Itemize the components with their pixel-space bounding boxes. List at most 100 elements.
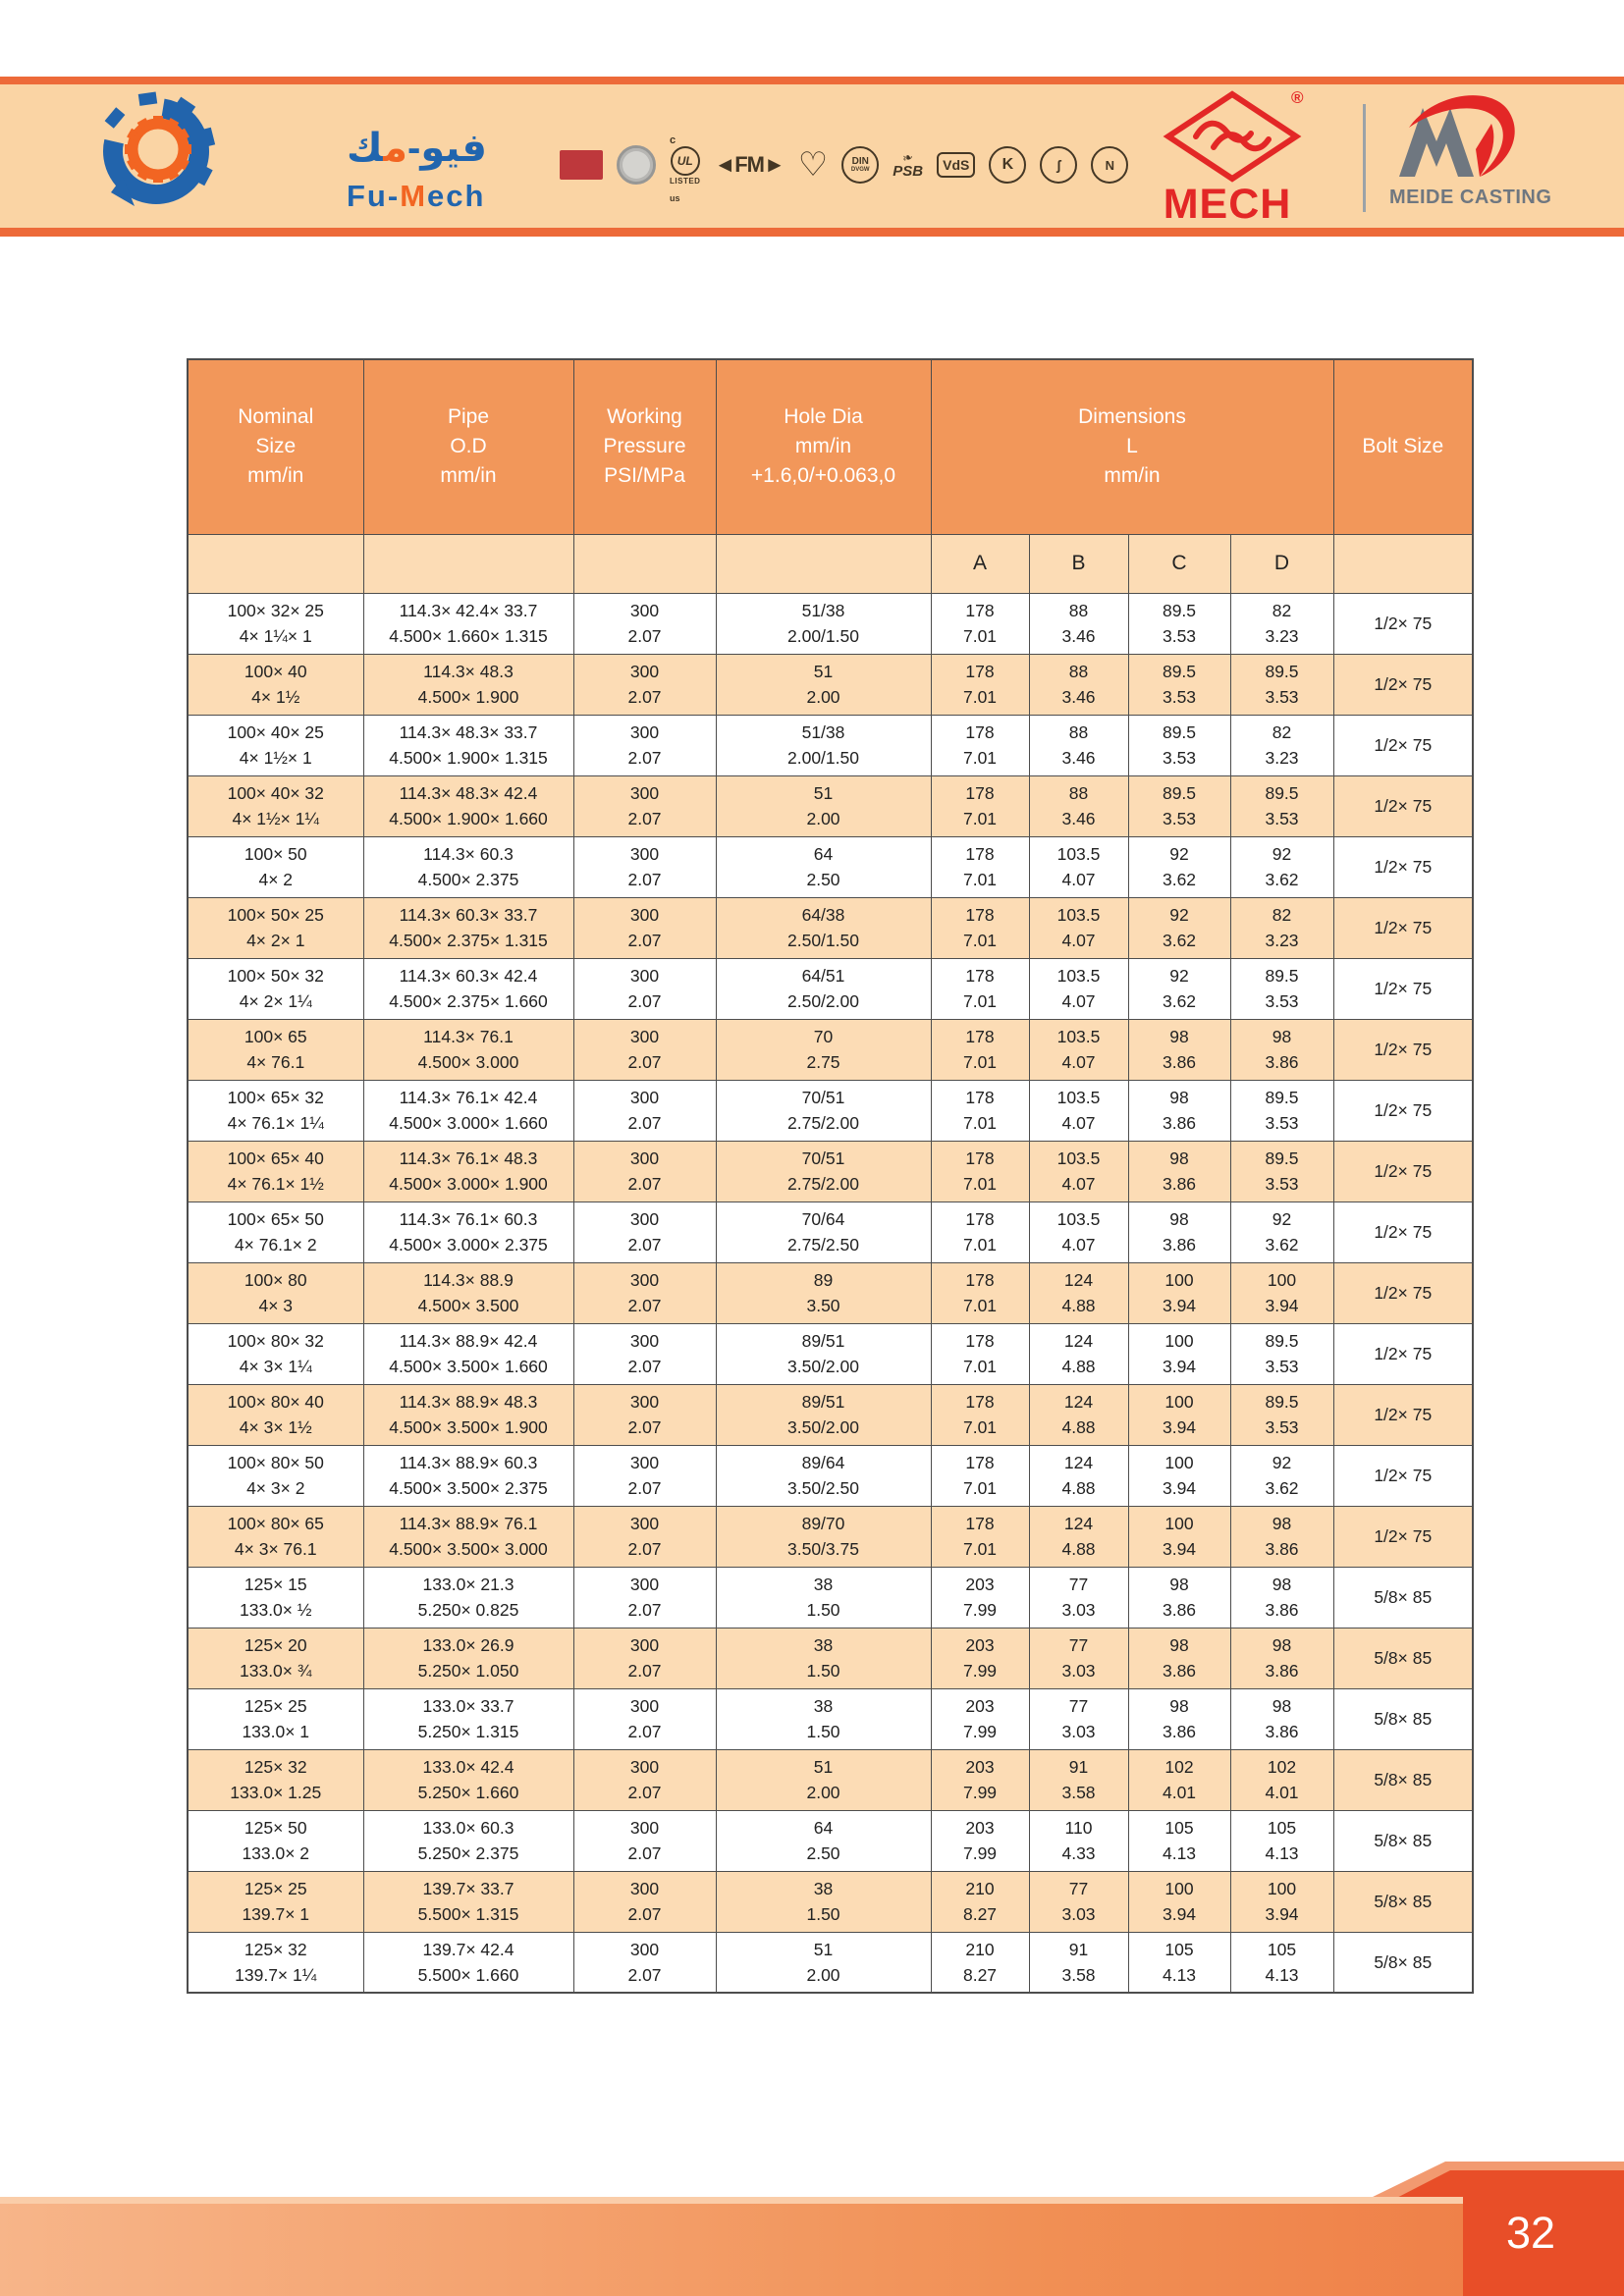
table-row: 100× 65× 40 4× 76.1× 1½ 114.3× 76.1× 48.3… [187,1140,1474,1202]
cell-nominal: 100× 80 4× 3 [187,1261,364,1324]
cell-bolt: 1/2× 75 [1332,1140,1474,1202]
cell-dim_b: 124 4.88 [1028,1505,1129,1568]
table-row: 100× 40× 25 4× 1½× 1 114.3× 48.3× 33.7 4.… [187,714,1474,776]
cell-dim_c: 92 3.62 [1127,835,1231,898]
cell-dim_a: 178 7.01 [930,1018,1030,1081]
cell-hole: 38 1.50 [715,1870,932,1933]
cell-dim_a: 178 7.01 [930,1079,1030,1142]
cell-hole: 51 2.00 [715,1931,932,1994]
cell-dim_c: 102 4.01 [1127,1748,1231,1811]
cell-dim_b: 77 3.03 [1028,1627,1129,1689]
cell-dim_a: 210 8.27 [930,1931,1030,1994]
cell-dim_d: 105 4.13 [1229,1931,1334,1994]
cell-pipe_od: 114.3× 60.3× 33.7 4.500× 2.375× 1.315 [362,896,574,959]
cell-dim_c: 100 3.94 [1127,1322,1231,1385]
cell-hole: 70/51 2.75/2.00 [715,1140,932,1202]
cell-nominal: 100× 65× 32 4× 76.1× 1¼ [187,1079,364,1142]
cell-hole: 51 2.00 [715,1748,932,1811]
cell-pressure: 300 2.07 [572,592,717,655]
table-row: 125× 20 133.0× ¾ 133.0× 26.9 5.250× 1.050… [187,1627,1474,1689]
cell-bolt: 1/2× 75 [1332,835,1474,898]
cell-dim_d: 89.5 3.53 [1229,653,1334,716]
cell-dim_d: 98 3.86 [1229,1018,1334,1081]
cell-dim_a: 178 7.01 [930,714,1030,776]
cell-pressure: 300 2.07 [572,1870,717,1933]
cell-hole: 38 1.50 [715,1566,932,1629]
cell-dim_c: 100 3.94 [1127,1444,1231,1507]
cell-hole: 64/38 2.50/1.50 [715,896,932,959]
cell-bolt: 5/8× 85 [1332,1809,1474,1872]
cell-dim_c: 89.5 3.53 [1127,592,1231,655]
cell-dim_c: 98 3.86 [1127,1687,1231,1750]
cell-dim_b: 77 3.03 [1028,1566,1129,1629]
cell-hole: 64 2.50 [715,835,932,898]
meide-mark-icon [1399,95,1515,177]
cell-nominal: 125× 20 133.0× ¾ [187,1627,364,1689]
cell-hole: 89/70 3.50/3.75 [715,1505,932,1568]
cell-hole: 89/51 3.50/2.00 [715,1383,932,1446]
table-body: 100× 32× 25 4× 1¼× 1 114.3× 42.4× 33.7 4.… [187,592,1474,1994]
subheader-blank [362,533,574,594]
cell-hole: 38 1.50 [715,1687,932,1750]
cell-dim_c: 100 3.94 [1127,1870,1231,1933]
cell-pipe_od: 114.3× 76.1× 42.4 4.500× 3.000× 1.660 [362,1079,574,1142]
cell-dim_b: 91 3.58 [1028,1748,1129,1811]
din-dvgw-icon: DIN DVGW [841,146,880,184]
cell-bolt: 1/2× 75 [1332,896,1474,959]
registered-mark: ® [1291,88,1304,107]
table-row: 100× 65× 50 4× 76.1× 2 114.3× 76.1× 60.3 … [187,1201,1474,1263]
cell-bolt: 1/2× 75 [1332,1444,1474,1507]
table-row: 100× 80× 65 4× 3× 76.1 114.3× 88.9× 76.1 … [187,1505,1474,1568]
table-row: 100× 80× 32 4× 3× 1¼ 114.3× 88.9× 42.4 4.… [187,1322,1474,1385]
cell-nominal: 100× 65× 50 4× 76.1× 2 [187,1201,364,1263]
cell-pressure: 300 2.07 [572,835,717,898]
cell-dim_a: 203 7.99 [930,1809,1030,1872]
cell-dim_d: 100 3.94 [1229,1870,1334,1933]
cell-nominal: 100× 80× 32 4× 3× 1¼ [187,1322,364,1385]
cell-nominal: 125× 25 133.0× 1 [187,1687,364,1750]
cell-nominal: 100× 50× 32 4× 2× 1¼ [187,957,364,1020]
cell-dim_a: 178 7.01 [930,592,1030,655]
cell-nominal: 125× 25 139.7× 1 [187,1870,364,1933]
cell-pressure: 300 2.07 [572,1079,717,1142]
cell-pipe_od: 133.0× 26.9 5.250× 1.050 [362,1627,574,1689]
subheader-blank [572,533,717,594]
table-row: 125× 32 139.7× 1¼ 139.7× 42.4 5.500× 1.66… [187,1931,1474,1994]
cell-dim_d: 89.5 3.53 [1229,1079,1334,1142]
cell-pipe_od: 139.7× 42.4 5.500× 1.660 [362,1931,574,1994]
cell-pipe_od: 139.7× 33.7 5.500× 1.315 [362,1870,574,1933]
vds-icon: VdS [937,152,976,178]
cell-bolt: 5/8× 85 [1332,1627,1474,1689]
cell-bolt: 1/2× 75 [1332,653,1474,716]
cell-dim_a: 178 7.01 [930,1383,1030,1446]
cell-dim_a: 210 8.27 [930,1870,1030,1933]
cell-bolt: 1/2× 75 [1332,1322,1474,1385]
cell-bolt: 1/2× 75 [1332,1383,1474,1446]
cell-dim_b: 103.5 4.07 [1028,1018,1129,1081]
subheader-b: B [1028,533,1129,594]
mech-diamond-icon [1163,90,1302,183]
cell-dim_a: 178 7.01 [930,896,1030,959]
cell-pipe_od: 114.3× 42.4× 33.7 4.500× 1.660× 1.315 [362,592,574,655]
table-row: 125× 50 133.0× 2 133.0× 60.3 5.250× 2.375… [187,1809,1474,1872]
fumech-arabic-wordmark: فيو-مك [347,127,487,170]
cell-dim_b: 77 3.03 [1028,1687,1129,1750]
cell-hole: 70/51 2.75/2.00 [715,1079,932,1142]
cell-nominal: 100× 80× 65 4× 3× 76.1 [187,1505,364,1568]
cell-dim_a: 178 7.01 [930,1444,1030,1507]
cell-dim_c: 100 3.94 [1127,1505,1231,1568]
cell-bolt: 5/8× 85 [1332,1931,1474,1994]
subheader-blank [715,533,932,594]
table-row: 100× 40× 32 4× 1½× 1¼ 114.3× 48.3× 42.4 4… [187,774,1474,837]
cell-pressure: 300 2.07 [572,714,717,776]
s-mark-icon [560,150,603,180]
cell-dim_a: 178 7.01 [930,1505,1030,1568]
table-row: 100× 50 4× 2 114.3× 60.3 4.500× 2.375 300 … [187,835,1474,898]
cell-pressure: 300 2.07 [572,1566,717,1629]
cell-bolt: 1/2× 75 [1332,957,1474,1020]
footer-left-band-edge [0,2197,1463,2204]
cell-pressure: 300 2.07 [572,957,717,1020]
cell-pipe_od: 114.3× 88.9× 60.3 4.500× 3.500× 2.375 [362,1444,574,1507]
cell-dim_b: 103.5 4.07 [1028,1079,1129,1142]
cell-pressure: 300 2.07 [572,1018,717,1081]
